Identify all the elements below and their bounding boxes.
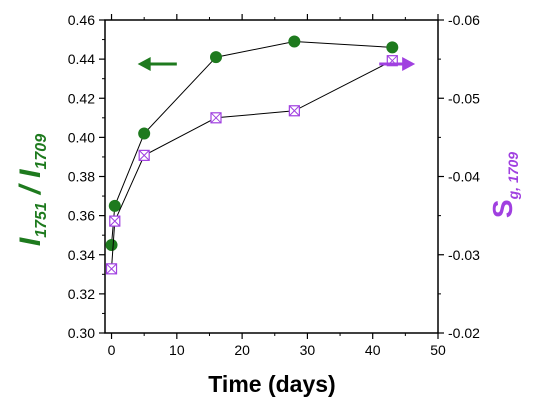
y-left-tick-label: 0.38 — [68, 169, 95, 185]
y-left-tick-label: 0.42 — [68, 90, 95, 106]
y-axis-label-right: Sg, 1709 — [487, 152, 521, 218]
x-tick-label: 50 — [430, 342, 446, 358]
svg-text:Sg, 1709: Sg, 1709 — [487, 152, 521, 218]
y-left-tick-label: 0.34 — [68, 247, 95, 263]
series-group — [105, 35, 399, 275]
data-point-circle — [210, 51, 222, 64]
data-point-crossed-square — [138, 149, 150, 161]
y-left-label-base: I — [14, 237, 47, 246]
x-tick-label: 10 — [169, 342, 185, 358]
data-point-crossed-square — [105, 263, 118, 275]
tick-labels: 0 10 20 30 40 50 0.30 0.32 0.34 0.36 0.38 0.40 0.42 0… — [68, 12, 480, 358]
y-left-label-sub1: 1751 — [33, 202, 50, 238]
tick-marks — [99, 14, 444, 339]
marker-cross-b — [106, 263, 117, 275]
data-point-crossed-square — [109, 215, 121, 227]
x-tick-label: 30 — [300, 342, 316, 358]
data-point-crossed-square — [210, 112, 222, 124]
data-point-crossed-square — [288, 105, 300, 117]
x-axis-label: Time (days) — [208, 371, 335, 397]
y-right-label-sub: g, 1709 — [505, 152, 521, 201]
y-axis-label-left: I1751/I1709 — [14, 134, 50, 246]
y-left-label-sub2: 1709 — [33, 134, 50, 170]
data-point-circle — [105, 238, 118, 251]
y-left-label-slash: / — [14, 183, 47, 196]
y-right-label-base: S — [487, 199, 518, 218]
y-right-tick-label: -0.05 — [448, 90, 480, 106]
svg-text:I1751/I1709: I1751/I1709 — [14, 134, 50, 246]
y-right-tick-label: -0.03 — [448, 247, 480, 263]
marker-cross-b — [288, 105, 300, 117]
plot-frame — [104, 19, 439, 334]
marker-cross-b — [210, 112, 222, 124]
y-left-tick-label: 0.36 — [68, 208, 95, 224]
arrow-right-head — [402, 57, 416, 72]
x-tick-label: 40 — [365, 342, 381, 358]
data-point-circle — [138, 127, 151, 140]
marker-cross-b — [109, 215, 121, 227]
arrows-group — [137, 57, 416, 72]
y-left-tick-label: 0.46 — [68, 12, 95, 28]
y-right-tick-label: -0.02 — [448, 325, 480, 341]
data-point-circle — [386, 41, 399, 54]
y-left-tick-label: 0.32 — [68, 286, 95, 302]
y-left-tick-label: 0.40 — [68, 129, 95, 145]
x-tick-label: 0 — [108, 342, 116, 358]
marker-cross-b — [138, 150, 150, 161]
series-line-2 — [111, 60, 393, 269]
data-point-circle — [108, 199, 121, 212]
arrow-left-head — [137, 57, 151, 72]
y-left-tick-label: 0.30 — [68, 325, 95, 341]
y-right-tick-label: -0.04 — [448, 169, 480, 185]
x-tick-label: 20 — [234, 342, 250, 358]
y-left-label-base2: I — [14, 169, 47, 178]
y-right-tick-label: -0.06 — [448, 12, 480, 28]
series-line-1 — [111, 40, 393, 246]
y-left-tick-label: 0.44 — [68, 51, 95, 67]
plot-frame-border — [104, 19, 439, 334]
data-point-circle — [288, 35, 301, 48]
